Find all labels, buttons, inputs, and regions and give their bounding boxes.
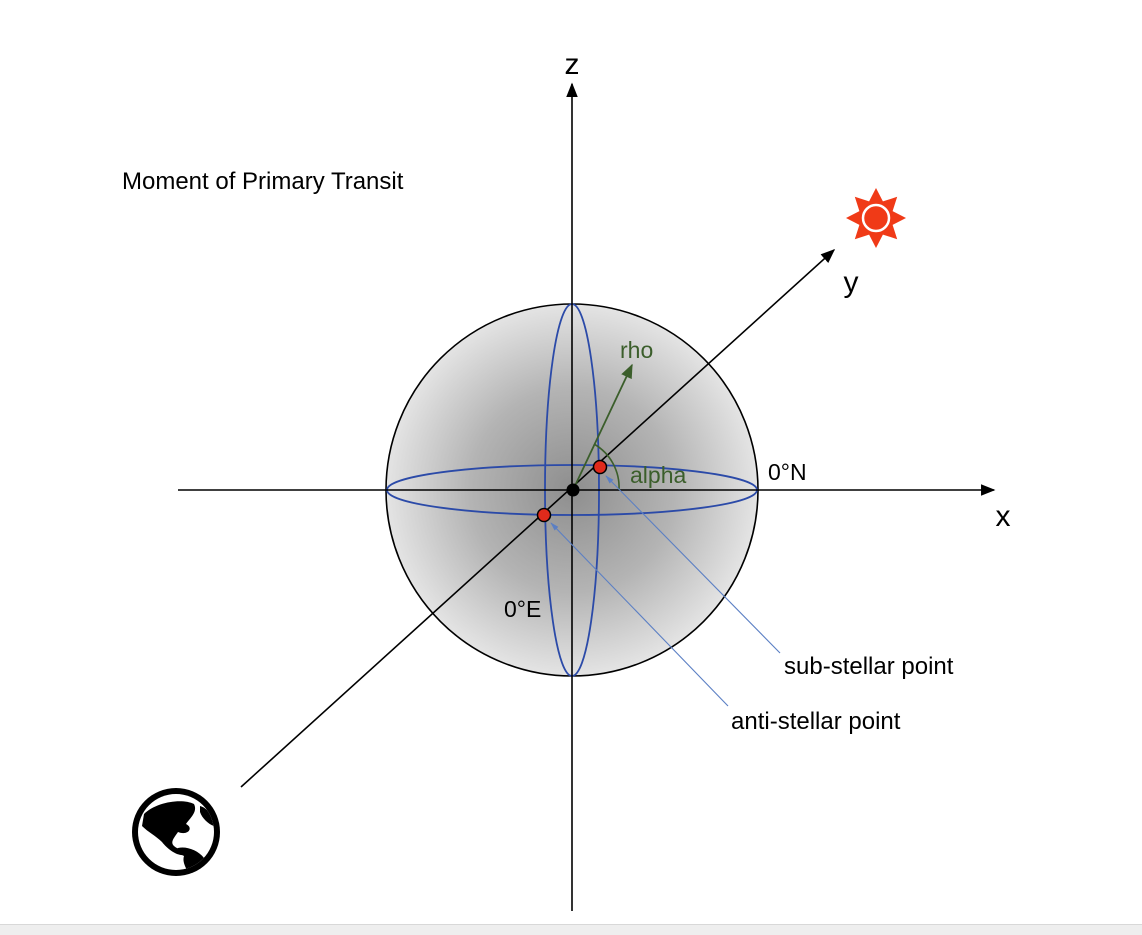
sub-stellar-pointer	[605, 475, 781, 654]
alpha-label: alpha	[630, 462, 686, 488]
x-axis-label: x	[996, 500, 1011, 533]
sun-icon	[846, 188, 906, 248]
latitude-zero-label: 0°N	[768, 459, 807, 485]
alpha-angle-arc	[593, 443, 620, 491]
footer-bar	[0, 924, 1142, 935]
y-axis	[240, 249, 836, 788]
sub-stellar-label: sub-stellar point	[784, 653, 954, 680]
longitude-zero-label: 0°E	[504, 596, 541, 622]
rho-vector	[572, 363, 633, 491]
y-axis-label: y	[844, 266, 859, 299]
rho-label: rho	[620, 337, 653, 363]
anti-stellar-pointer	[550, 522, 729, 707]
earth-globe-icon	[132, 788, 220, 876]
center-point	[566, 483, 580, 497]
anti-stellar-point	[536, 507, 552, 523]
sub-stellar-point	[592, 459, 608, 475]
diagram-title: Moment of Primary Transit	[122, 168, 404, 195]
anti-stellar-label: anti-stellar point	[731, 708, 901, 735]
z-axis-label: z	[565, 48, 580, 81]
